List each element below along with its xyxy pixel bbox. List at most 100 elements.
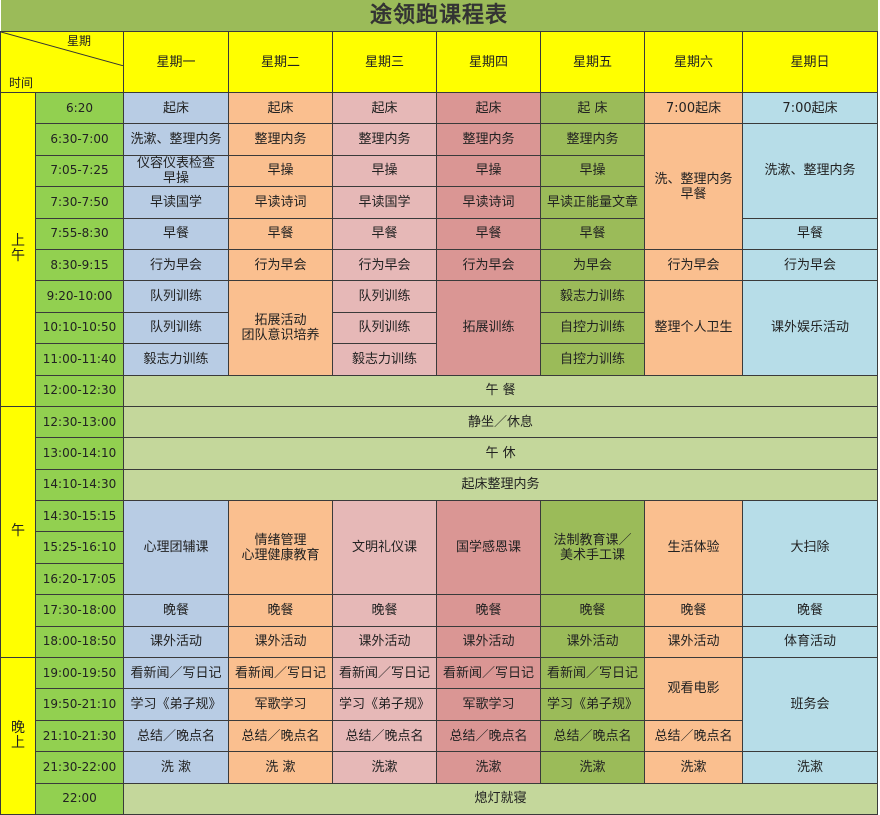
activity-cell: 早操: [228, 154, 333, 188]
activity-cell: 队列训练: [332, 280, 437, 313]
activity-cell: 洗漱: [741, 751, 879, 784]
activity-cell: 课外活动: [123, 625, 229, 659]
schedule-row: 14:30-15:15 心理团辅课 情绪管理 心理健康教育 文明礼仪课 国学感恩课 法制教…: [1, 500, 879, 596]
schedule-row: 7:30-7:50 早读国学 早读诗词 早读国学 早读诗词 早读正能量文章: [1, 186, 878, 219]
activity-cell: 看新闻／写日记: [332, 657, 437, 690]
corner-header: 星期 时间: [0, 31, 124, 93]
activity-cell: 起床: [332, 91, 437, 125]
activity-cell: 洗漱: [436, 751, 541, 784]
activity-cell: 总结／晚点名: [644, 719, 743, 753]
activity-cell: 7:00起床: [741, 91, 879, 125]
schedule-row: 8:30-9:15 行为早会 行为早会 行为早会 行为早会 为早会 行为早会 行为早会: [1, 248, 879, 282]
schedule-row: 17:30-18:00 晚餐 晚餐 晚餐 晚餐 晚餐 晚餐 晚餐: [1, 594, 879, 627]
activity-cell: 课外活动: [436, 625, 541, 659]
activity-cell: 课外活动: [332, 625, 437, 659]
time-slot: 14:30-15:15: [35, 500, 124, 533]
period-label: 上 午: [0, 92, 36, 407]
time-slot: 17:30-18:00: [35, 594, 124, 627]
activity-cell: 整理内务: [540, 123, 645, 156]
time-axis-label: 时间: [9, 76, 34, 90]
time-slot: 6:20: [35, 91, 124, 125]
activity-cell: 学习《弟子规》: [332, 688, 437, 721]
activity-cell: 晚餐: [540, 594, 645, 627]
time-slot: 8:30-9:15: [35, 248, 124, 282]
schedule-row: 9:20-10:00 队列训练 拓展活动 团队意识培养 队列训练 拓展训练 毅志力训练 整理…: [1, 280, 879, 376]
activity-cell: 整理内务: [436, 123, 541, 156]
day-header: 星期五: [540, 31, 645, 93]
activity-cell: 总结／晚点名: [228, 719, 333, 753]
time-slot: 7:05-7:25: [35, 154, 124, 188]
activity-cell: 看新闻／写日记: [228, 657, 333, 690]
activity-cell: 早餐: [540, 217, 645, 250]
activity-cell: 课外活动: [540, 625, 645, 659]
day-header: 星期三: [332, 31, 437, 93]
activity-cell: 大扫除: [741, 500, 879, 596]
activity-cell: 早操: [436, 154, 541, 188]
activity-cell: 总结／晚点名: [540, 719, 645, 753]
day-header: 星期六: [644, 31, 743, 93]
schedule-row: 13:00-14:10 午 休: [1, 437, 879, 470]
page-title: 途领跑课程表: [0, 0, 878, 32]
activity-cell: 早操: [332, 154, 437, 188]
time-slot: 7:30-7:50: [35, 186, 124, 219]
activity-cell: 洗漱: [332, 751, 437, 784]
activity-cell: 晚餐: [228, 594, 333, 627]
activity-cell: 起床: [436, 91, 541, 125]
activity-cell: 早读诗词: [228, 186, 333, 219]
activity-cell: 仪容仪表检查 早操: [123, 154, 229, 188]
all-week-activity: 午 休: [122, 437, 879, 470]
schedule-row: 晚 上 19:00-19:50 看新闻／写日记 看新闻／写日记 看新闻／写日记 看新闻／写…: [0, 657, 879, 815]
activity-cell: 起床: [123, 91, 229, 125]
activity-cell: 晚餐: [332, 594, 437, 627]
day-header: 星期四: [436, 31, 541, 93]
time-slot: 15:25-16:10: [35, 531, 124, 564]
schedule-row: 18:00-18:50 课外活动 课外活动 课外活动 课外活动 课外活动 课外活动 体育活动: [1, 625, 879, 659]
time-slot: 9:20-10:00: [35, 280, 124, 313]
activity-cell: 队列训练: [123, 280, 229, 313]
activity-cell: 晚餐: [741, 594, 879, 627]
activity-cell: 洗 漱: [123, 751, 229, 784]
schedule-row: 上 午 6:20 起床 起床 起床 起床起 床 7:00起床 7:00起床: [0, 91, 879, 407]
activity-cell: 生活体验: [644, 500, 743, 596]
schedule-row: 21:30-22:00 洗 漱洗 漱洗漱 洗漱 洗漱 洗漱 洗漱: [1, 751, 879, 784]
period-label: 晚 上: [0, 657, 36, 815]
schedule-row: 19:50-21:10 学习《弟子规》 军歌学习 学习《弟子规》 军歌学习 学习《弟子规》: [1, 688, 878, 721]
activity-cell: 洗、整理内务 早餐: [644, 123, 743, 250]
activity-cell: 拓展训练: [436, 280, 541, 376]
activity-cell: 早餐: [332, 217, 437, 250]
schedule-row: 16:20-17:05: [1, 562, 878, 596]
activity-cell: 总结／晚点名: [436, 719, 541, 753]
schedule-row: 10:10-10:50 队列训练 队列训练 自控力训练: [1, 311, 878, 345]
time-slot: 13:00-14:10: [35, 437, 124, 470]
activity-cell: 早读国学: [332, 186, 437, 219]
activity-cell: 学习《弟子规》: [123, 688, 229, 721]
day-header: 星期日: [741, 31, 879, 93]
activity-cell: 起 床: [540, 91, 645, 125]
activity-cell: 早操: [540, 154, 645, 188]
time-slot: 19:50-21:10: [35, 688, 124, 721]
activity-cell: 早读国学: [123, 186, 229, 219]
activity-cell: 整理内务: [228, 123, 333, 156]
activity-cell: 军歌学习: [228, 688, 333, 721]
time-slot: 21:10-21:30: [35, 719, 124, 753]
activity-cell: 洗漱: [644, 751, 743, 784]
activity-cell: 观看电影: [644, 657, 743, 721]
activity-cell: 课外娱乐活动: [741, 280, 879, 376]
activity-cell: 总结／晚点名: [123, 719, 229, 753]
activity-cell: 行为早会: [436, 248, 541, 282]
activity-cell: 体育活动: [741, 625, 879, 659]
activity-cell: 洗漱、整理内务: [123, 123, 229, 156]
activity-cell: 行为早会: [228, 248, 333, 282]
time-slot: 18:00-18:50: [35, 625, 124, 659]
activity-cell: 毅志力训练: [332, 343, 437, 376]
schedule-row: 7:55-8:30 早餐 早餐 早餐 早餐 早餐 早餐: [1, 217, 879, 250]
time-slot: 16:20-17:05: [35, 562, 124, 596]
all-week-activity: 午 餐: [122, 374, 879, 407]
time-slot: 7:55-8:30: [35, 217, 124, 250]
activity-cell: 课外活动: [644, 625, 743, 659]
time-slot: 10:10-10:50: [35, 311, 124, 345]
period-label: 午: [0, 405, 36, 659]
activity-cell: 心理团辅课: [123, 500, 229, 596]
activity-cell: 整理个人卫生: [644, 280, 743, 376]
activity-cell: 学习《弟子规》: [540, 688, 645, 721]
